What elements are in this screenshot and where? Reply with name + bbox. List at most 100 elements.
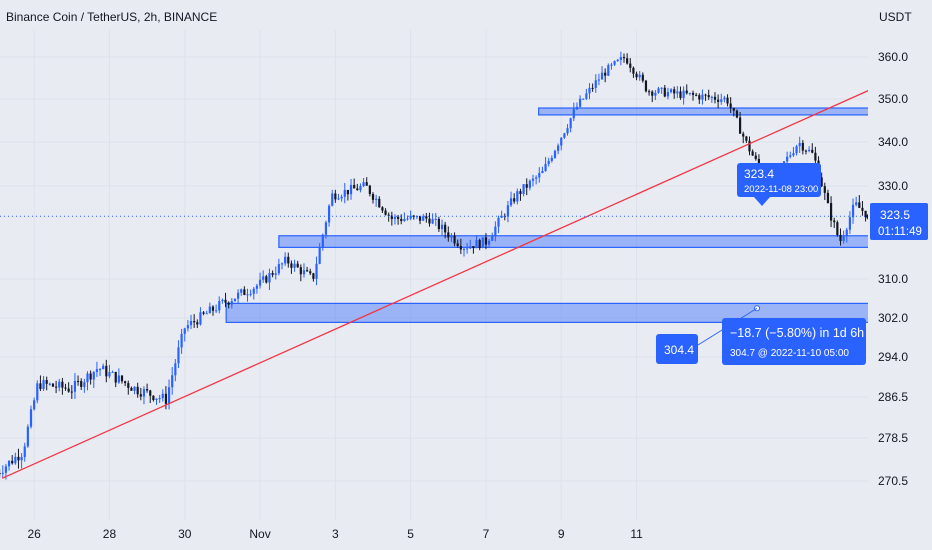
candle-body — [519, 191, 522, 194]
candle-body — [412, 215, 415, 217]
candle-body — [616, 59, 619, 62]
candle-body — [349, 184, 353, 195]
candle-body — [823, 186, 826, 193]
projection-start-callout[interactable]: 323.4 2022-11-08 23:00 — [737, 163, 821, 206]
candle-body — [89, 373, 92, 380]
candle-body — [657, 88, 660, 93]
candle-body — [494, 226, 497, 237]
zone-price-label: 304.4 — [664, 343, 694, 357]
candle-body — [641, 74, 644, 81]
candle-body — [472, 246, 475, 249]
candle-body — [236, 292, 240, 299]
candle-body — [243, 289, 246, 295]
projection-change-text: −18.7 (−5.80%) in 1d 6h — [730, 326, 864, 340]
candle-body — [626, 58, 629, 64]
candle-body — [102, 365, 105, 370]
candle-body — [7, 460, 11, 467]
candle-body — [487, 240, 491, 245]
price-tick-label: 270.5 — [878, 474, 908, 488]
projection-start-callout-bg — [737, 163, 821, 197]
candle-body — [600, 72, 604, 80]
candle-body — [751, 151, 754, 156]
price-tick-label: 294.0 — [878, 350, 908, 364]
candle-body — [233, 298, 237, 302]
candle-body — [582, 98, 585, 100]
candle-body — [55, 386, 58, 388]
candle-body — [566, 128, 569, 134]
price-tick-label: 340.0 — [878, 135, 908, 149]
price-axis-background[interactable] — [868, 0, 932, 520]
projection-end-callout[interactable]: −18.7 (−5.80%) in 1d 6h 304.7 @ 2022-11-… — [722, 318, 866, 365]
candle-body — [158, 398, 161, 400]
candle-body — [199, 312, 202, 325]
candle-body — [246, 294, 249, 296]
candle-body — [76, 380, 80, 382]
candle-body — [864, 210, 867, 218]
candle-body — [61, 381, 64, 388]
candle-body — [541, 170, 544, 173]
candle-body — [820, 177, 823, 187]
candle-body — [713, 96, 717, 100]
candle-body — [444, 224, 447, 233]
candle-body — [676, 91, 679, 94]
candle-body — [525, 184, 528, 188]
price-tick-label: 310.0 — [878, 272, 908, 286]
candle-body — [833, 220, 836, 223]
candle-body — [171, 375, 174, 388]
candle-body — [826, 192, 830, 204]
price-axis-labels: 360.0 350.0 340.0 330.0 310.0 302.0 294.0 286.5… — [878, 50, 908, 488]
time-tick-label: 5 — [407, 527, 414, 541]
candle-body — [710, 96, 713, 98]
candle-body — [149, 390, 152, 396]
candle-body — [434, 218, 437, 220]
time-axis-background[interactable] — [0, 520, 932, 550]
projection-end-callout-bg — [722, 318, 866, 365]
candle-body — [23, 446, 26, 457]
candle-body — [368, 185, 371, 195]
candle-body — [851, 204, 855, 218]
candle-body — [462, 248, 466, 250]
candle-body — [450, 235, 453, 238]
candle-body — [211, 306, 215, 311]
time-tick-label: 30 — [178, 527, 192, 541]
candle-body — [124, 381, 127, 384]
candle-body — [456, 243, 459, 246]
candle-body — [484, 237, 488, 245]
candle-body — [673, 89, 676, 94]
candle-body — [130, 387, 133, 391]
ascending-trendline[interactable] — [1, 69, 916, 479]
candle-body — [469, 246, 472, 249]
candle-body — [268, 273, 271, 283]
candle-body — [848, 217, 851, 230]
candle-body — [227, 302, 230, 305]
zone-price-callout[interactable]: 304.4 — [656, 334, 698, 364]
candle-body — [271, 273, 274, 275]
trend-layer — [1, 69, 916, 479]
candle-body — [632, 67, 635, 74]
candle-body — [522, 184, 525, 194]
candle-body — [387, 214, 390, 216]
candle-body — [839, 234, 842, 242]
support-resistance-zone[interactable] — [278, 235, 932, 248]
candle-body — [362, 182, 365, 187]
price-tick-label: 360.0 — [878, 50, 908, 64]
candle-body — [654, 92, 657, 96]
price-tick-label: 286.5 — [878, 390, 908, 404]
candle-body — [167, 387, 171, 404]
time-tick-label: Nov — [249, 527, 270, 541]
candle-body — [478, 239, 481, 249]
last-price-value: 323.5 — [880, 208, 910, 222]
candle-body — [738, 117, 742, 134]
candle-body — [309, 271, 312, 274]
candle-body — [691, 92, 695, 95]
candle-body — [252, 288, 255, 294]
candle-body — [1, 472, 4, 474]
candle-body — [20, 456, 23, 461]
candle-body — [290, 263, 293, 268]
candle-body — [506, 205, 510, 217]
candle-body — [563, 133, 566, 138]
candle-body — [578, 98, 582, 107]
candle-body — [544, 163, 547, 171]
